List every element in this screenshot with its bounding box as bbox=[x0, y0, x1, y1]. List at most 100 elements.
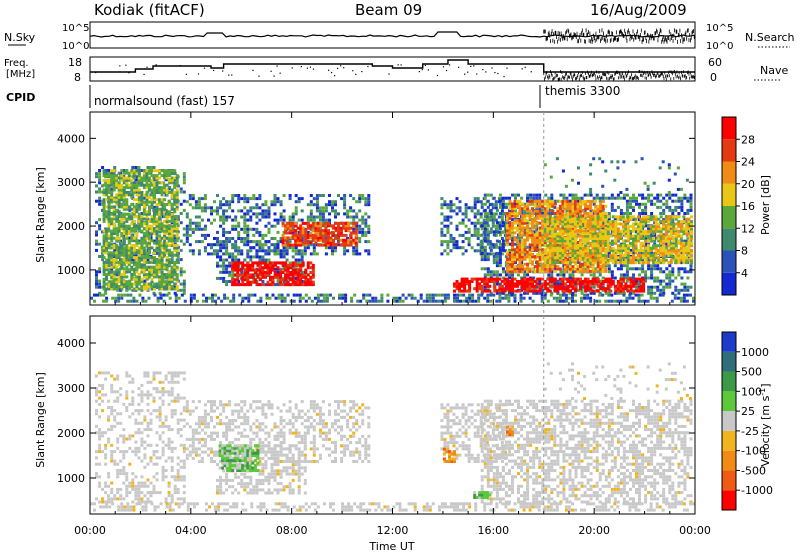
heatmap-cell bbox=[621, 277, 625, 281]
heatmap-cell bbox=[355, 246, 359, 250]
heatmap-cell bbox=[498, 227, 502, 231]
heatmap-cell bbox=[304, 268, 308, 272]
heatmap-cell bbox=[248, 273, 252, 277]
heatmap-cell bbox=[584, 269, 588, 273]
heatmap-cell bbox=[480, 287, 484, 291]
heatmap-cell bbox=[475, 282, 479, 286]
heatmap-cell bbox=[258, 278, 262, 282]
heatmap-cell bbox=[321, 224, 325, 228]
heatmap-cell bbox=[339, 238, 343, 242]
heatmap-cell bbox=[517, 193, 520, 197]
heatmap-cell bbox=[523, 214, 527, 218]
heatmap-cell bbox=[501, 199, 505, 203]
heatmap-cell bbox=[380, 293, 384, 297]
heatmap-cell bbox=[237, 194, 241, 197]
heatmap-cell bbox=[501, 202, 505, 206]
heatmap-cell bbox=[222, 246, 226, 250]
heatmap-cell bbox=[334, 209, 337, 213]
heatmap-cell bbox=[569, 204, 572, 208]
heatmap-cell bbox=[440, 197, 444, 201]
heatmap-cell bbox=[188, 243, 192, 247]
heatmap-cell bbox=[634, 282, 638, 286]
heatmap-cell bbox=[310, 299, 314, 303]
heatmap-cell bbox=[294, 258, 298, 262]
heatmap-cell bbox=[689, 293, 692, 297]
heatmap-cell bbox=[551, 262, 555, 266]
heatmap-cell bbox=[482, 218, 486, 222]
heatmap-cell bbox=[488, 280, 492, 283]
heatmap-cell bbox=[656, 264, 660, 268]
heatmap-cell bbox=[334, 212, 337, 216]
heatmap-cell bbox=[543, 207, 547, 211]
heatmap-cell bbox=[668, 282, 672, 286]
heatmap-cell bbox=[569, 284, 572, 288]
heatmap-cell bbox=[304, 236, 308, 240]
heatmap-cell bbox=[523, 226, 527, 230]
heatmap-cell bbox=[574, 287, 577, 291]
heatmap-cell bbox=[553, 205, 557, 209]
heatmap-cell bbox=[225, 258, 229, 262]
heatmap-cell bbox=[279, 261, 283, 265]
heatmap-cell bbox=[243, 197, 247, 201]
heatmap-cell bbox=[538, 282, 542, 286]
nave-mark bbox=[397, 64, 399, 66]
heatmap-cell bbox=[599, 284, 603, 288]
heatmap-cell bbox=[253, 271, 257, 274]
heatmap-cell bbox=[398, 296, 402, 300]
cpid-mode-1: normalsound (fast) 157 bbox=[94, 94, 235, 108]
heatmap-cell bbox=[197, 206, 201, 210]
heatmap-cell bbox=[105, 296, 109, 300]
heatmap-cell bbox=[392, 299, 396, 303]
heatmap-cell bbox=[236, 263, 240, 267]
heatmap-cell bbox=[514, 242, 517, 246]
heatmap-cell bbox=[473, 249, 477, 253]
heatmap-cell bbox=[470, 209, 474, 213]
nave-mark bbox=[470, 65, 472, 67]
heatmap-cell bbox=[110, 242, 114, 246]
heatmap-cell bbox=[508, 282, 512, 286]
heatmap-cell bbox=[598, 196, 602, 200]
heatmap-cell bbox=[613, 251, 617, 255]
heatmap-cell bbox=[261, 243, 265, 247]
heatmap-cell bbox=[495, 264, 499, 268]
heatmap-cell bbox=[281, 224, 285, 228]
heatmap-cell bbox=[511, 202, 514, 206]
heatmap-cell bbox=[541, 208, 545, 212]
heatmap-cell bbox=[304, 299, 308, 303]
heatmap-cell bbox=[99, 293, 103, 297]
heatmap-cell bbox=[140, 212, 144, 215]
heatmap-cell bbox=[566, 212, 570, 215]
heatmap-cell bbox=[286, 268, 290, 272]
heatmap-cell bbox=[480, 289, 484, 293]
heatmap-cell bbox=[531, 280, 535, 283]
heatmap-cell bbox=[289, 263, 293, 267]
heatmap-cell bbox=[501, 267, 505, 271]
heatmap-cell bbox=[601, 282, 605, 286]
heatmap-cell bbox=[271, 261, 275, 265]
nave-mark bbox=[222, 70, 224, 72]
heatmap-cell bbox=[613, 196, 617, 200]
heatmap-cell bbox=[243, 283, 247, 287]
heatmap-cell bbox=[640, 299, 644, 303]
heatmap-cell bbox=[511, 257, 514, 261]
heatmap-cell bbox=[331, 246, 334, 250]
heatmap-cell bbox=[500, 287, 504, 291]
heatmap-cell bbox=[158, 267, 162, 271]
heatmap-cell bbox=[653, 196, 657, 200]
heatmap-cell bbox=[536, 209, 540, 213]
heatmap-cell bbox=[371, 296, 375, 300]
heatmap-cell bbox=[329, 293, 332, 297]
heatmap-cell bbox=[234, 255, 238, 259]
heatmap-cell bbox=[551, 241, 555, 244]
heatmap-cell bbox=[266, 280, 270, 284]
heatmap-cell bbox=[246, 240, 250, 244]
heatmap-cell bbox=[495, 289, 499, 293]
heatmap-cell bbox=[521, 216, 525, 220]
heatmap-cell bbox=[536, 243, 540, 247]
heatmap-cell bbox=[289, 236, 293, 240]
heatmap-cell bbox=[464, 237, 468, 240]
heatmap-cell bbox=[523, 245, 527, 249]
heatmap-cell bbox=[546, 267, 550, 271]
heatmap-cell bbox=[222, 258, 226, 262]
heatmap-cell bbox=[485, 277, 489, 281]
